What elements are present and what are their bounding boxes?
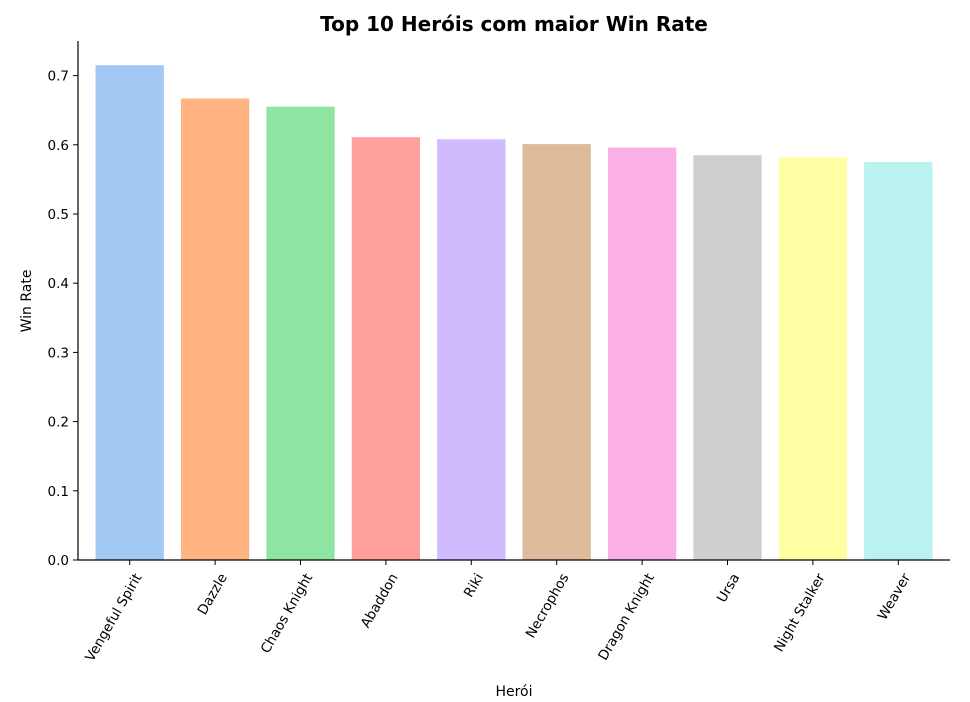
x-axis-ticks: Vengeful Spirit Dazzle Chaos Knight Abaddon…	[82, 560, 914, 664]
y-tick-label: 0.0	[48, 553, 69, 569]
bars-group	[95, 65, 933, 561]
bar-dazzle	[180, 98, 250, 560]
bar-riki	[437, 139, 506, 560]
bar-night-stalker	[778, 157, 848, 560]
y-tick-label: 0.4	[48, 276, 69, 292]
x-tick-label: Dragon Knight	[595, 571, 658, 663]
x-tick-label: Dazzle	[195, 571, 231, 618]
y-tick-label: 0.7	[48, 69, 69, 85]
y-axis-ticks: 0.0 0.1 0.2 0.3 0.4 0.5 0.6 0.7	[48, 69, 78, 569]
chart-title: Top 10 Heróis com maior Win Rate	[320, 12, 708, 36]
bar-necrophos	[522, 144, 591, 561]
y-tick-label: 0.6	[48, 138, 69, 154]
bar-weaver	[864, 162, 933, 560]
x-tick-label: Riki	[461, 571, 487, 600]
bar-vengeful-spirit	[95, 65, 164, 560]
x-tick-label: Night Stalker	[771, 570, 829, 654]
x-tick-label: Ursa	[714, 571, 743, 606]
y-tick-label: 0.2	[48, 415, 69, 431]
bar-chaos-knight	[266, 106, 335, 561]
x-tick-label: Weaver	[875, 570, 915, 623]
bar-ursa	[693, 155, 762, 560]
x-tick-label: Chaos Knight	[258, 571, 317, 656]
x-tick-label: Necrophos	[523, 571, 573, 641]
x-tick-label: Abaddon	[358, 571, 402, 631]
bar-abaddon	[351, 137, 421, 560]
y-axis-label: Win Rate	[19, 270, 35, 333]
y-tick-label: 0.1	[48, 484, 69, 500]
bar-dragon-knight	[607, 147, 677, 560]
x-axis-label: Herói	[495, 684, 532, 700]
y-tick-label: 0.3	[48, 345, 69, 361]
x-tick-label: Vengeful Spirit	[82, 571, 145, 665]
y-tick-label: 0.5	[48, 207, 69, 223]
